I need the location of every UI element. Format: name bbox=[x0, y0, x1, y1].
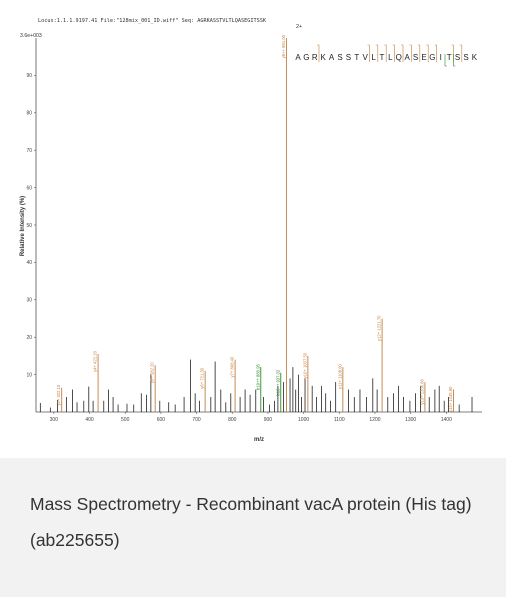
sequence-residue: S bbox=[337, 53, 342, 62]
x-tick-label: 1400 bbox=[441, 417, 452, 423]
y-ion-marker bbox=[401, 44, 404, 62]
figure-panel: Locus:1.1.1.9197.41 File:"128mix_001_ID.… bbox=[0, 18, 506, 459]
y-ion-marker bbox=[434, 44, 437, 62]
peaks bbox=[39, 38, 473, 412]
sequence-residue: S bbox=[346, 53, 351, 62]
y-ion-marker bbox=[317, 44, 320, 62]
sequence-residue: L bbox=[388, 53, 393, 62]
sequence-residue: A bbox=[329, 53, 335, 62]
y-ion-marker bbox=[426, 44, 429, 62]
sequence-residue: E bbox=[421, 53, 426, 62]
peak-annotation: y5+ 582.20 bbox=[150, 362, 155, 384]
x-axis-label: m/z bbox=[254, 437, 264, 443]
sequence-residue: Q bbox=[396, 53, 402, 62]
sequence-residue: T bbox=[380, 53, 385, 62]
y-ion-marker bbox=[375, 44, 379, 62]
x-tick-label: 1200 bbox=[369, 417, 380, 423]
peak-annotation: y14+ 1435.90 bbox=[448, 386, 453, 412]
peak-annotation: y4+ 422.20 bbox=[93, 350, 98, 372]
y-tick-label: 90 bbox=[26, 73, 32, 79]
y-ion-marker bbox=[409, 44, 412, 62]
b-ion-marker bbox=[453, 54, 456, 67]
sequence-residue: I bbox=[440, 53, 442, 62]
y-tick-label: 60 bbox=[26, 185, 32, 191]
peak-annotation: y3+ 322.10 bbox=[56, 384, 61, 406]
x-tick-label: 1000 bbox=[298, 417, 309, 423]
sequence-residue: T bbox=[354, 53, 359, 62]
y-tick-label: 10 bbox=[26, 372, 32, 378]
x-tick-label: 600 bbox=[157, 417, 166, 423]
sequence-residue: T bbox=[447, 53, 452, 62]
sequence-residue: S bbox=[463, 53, 468, 62]
y-tick-label: 70 bbox=[26, 148, 32, 154]
y-ion-marker bbox=[459, 44, 463, 62]
y-tick-label: 40 bbox=[26, 260, 32, 266]
sequence-residue: G bbox=[429, 53, 435, 62]
x-tick-label: 300 bbox=[50, 417, 59, 423]
figure-header: Locus:1.1.1.9197.41 File:"128mix_001_ID.… bbox=[38, 18, 267, 24]
x-tick-label: 500 bbox=[121, 417, 130, 423]
y-tick-label: 20 bbox=[26, 335, 32, 341]
sequence-residue: K bbox=[321, 53, 327, 62]
x-tick-label: 900 bbox=[264, 417, 273, 423]
peak-annotation: y11+ 1108.60 bbox=[337, 363, 342, 389]
y-tick-label: 30 bbox=[26, 298, 32, 304]
sequence-residue: K bbox=[472, 53, 478, 62]
peak-annotation: y6+ 721.30 bbox=[200, 367, 205, 389]
sequence-residue: L bbox=[371, 53, 376, 62]
peak-annotation: b18++ 937.02 bbox=[275, 369, 280, 396]
y-ion-marker bbox=[384, 44, 387, 62]
sequence-residue: G bbox=[303, 53, 309, 62]
caption-box: Mass Spectrometry - Recombinant vacA pro… bbox=[0, 458, 506, 597]
peak-annotations: y3+ 322.10 y4+ 422.20 y5+ 582.20 y6+ 721.30… bbox=[56, 34, 453, 412]
peak-annotation: y9++ 951.00 bbox=[281, 34, 286, 58]
y-ion-marker bbox=[417, 44, 421, 62]
y-top-label: 3.6e+003 bbox=[20, 33, 42, 39]
x-tick-label: 700 bbox=[192, 417, 201, 423]
b-ion-marker bbox=[444, 54, 447, 67]
peak-annotation: y7+ 808.40 bbox=[230, 356, 235, 378]
peak-annotation: y12+ 1221.70 bbox=[377, 315, 382, 341]
precursor-charge-label: 2+ bbox=[296, 24, 302, 30]
mass-spectrum-chart: Locus:1.1.1.9197.41 File:"128mix_001_ID.… bbox=[20, 18, 482, 443]
peak-annotation: y10+ 1007.50 bbox=[302, 352, 307, 378]
peak-annotation: b19++ 880.95 bbox=[255, 363, 260, 390]
sequence-residue: S bbox=[413, 53, 418, 62]
x-tick-label: 1300 bbox=[405, 417, 416, 423]
y-tick-label: 50 bbox=[26, 223, 32, 229]
sequence-residue: R bbox=[312, 53, 318, 62]
x-tick-label: 800 bbox=[228, 417, 237, 423]
figure-caption: Mass Spectrometry - Recombinant vacA pro… bbox=[30, 494, 472, 550]
y-ion-marker bbox=[367, 44, 370, 62]
peak-annotation: y13+ 1336.80 bbox=[419, 378, 424, 404]
x-tick-label: 1100 bbox=[334, 417, 345, 423]
y-tick-label: 80 bbox=[26, 111, 32, 117]
sequence-residue: A bbox=[405, 53, 411, 62]
y-ion-marker bbox=[392, 44, 395, 62]
x-tick-label: 400 bbox=[85, 417, 94, 423]
sequence-residue: A bbox=[295, 53, 301, 62]
y-axis-label: Relative Intensity (%) bbox=[20, 196, 26, 256]
sequence-residue: V bbox=[363, 53, 369, 62]
sequence-residue: S bbox=[455, 53, 460, 62]
axes: 10 20 30 40 50 60 70 80 90 300 400 500 600 700 800 900 1… bbox=[26, 38, 482, 423]
